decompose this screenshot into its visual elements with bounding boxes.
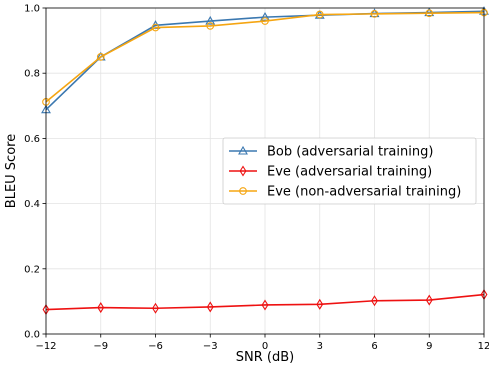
- legend-marker: [239, 187, 247, 195]
- series-3-point: [315, 10, 324, 19]
- series-2-point: [152, 302, 159, 314]
- legend-box: [222, 137, 477, 205]
- x-tick-label: 12: [478, 341, 489, 352]
- axis-ticks: −12 −9 −6 −3 0 3 6 9 12 0.0 0.2 0.4 0.6 0.8 1.0: [24, 4, 489, 353]
- x-tick-label: −6: [148, 341, 163, 352]
- y-tick-label: 0.2: [24, 264, 40, 275]
- series-3-point: [206, 22, 215, 30]
- series-3-point: [96, 53, 105, 61]
- x-tick-label: −9: [93, 341, 108, 352]
- series-3: [42, 8, 488, 106]
- legend-label: Eve (non-adversarial training): [267, 185, 461, 200]
- series-2: [42, 289, 488, 316]
- x-tick-label: 6: [371, 341, 377, 352]
- series-2-point: [97, 302, 105, 314]
- series-2-line: [45, 293, 485, 311]
- series-1-point: [369, 8, 380, 18]
- x-tick-label: 0: [262, 341, 268, 352]
- x-axis-label: SNR (dB): [236, 350, 294, 365]
- y-axis-label: BLEU Score: [4, 134, 19, 208]
- series-1-point: [260, 12, 270, 21]
- legend-label: Eve (adversarial training): [267, 165, 432, 180]
- legend: Bob (adversarial training) Eve (adversari…: [222, 137, 477, 205]
- series-3-line: [45, 11, 485, 103]
- x-tick-label: −12: [35, 341, 56, 352]
- series-2-point: [261, 299, 269, 311]
- legend-entry-3: Eve (non-adversarial training): [229, 185, 461, 200]
- x-tick-label: 3: [317, 341, 323, 352]
- series-3-point: [151, 23, 160, 32]
- y-tick-label: 0.8: [24, 69, 40, 80]
- y-tick-label: 1.0: [24, 4, 40, 15]
- y-tick-label: 0.6: [24, 134, 40, 145]
- legend-entry-2: Eve (adversarial training): [229, 165, 432, 180]
- legend-entry-1: Bob (adversarial training): [229, 145, 433, 160]
- series-3-point: [370, 10, 379, 18]
- x-tick-label: −3: [203, 341, 218, 352]
- series-2-point: [316, 298, 324, 310]
- series-3-point: [261, 17, 269, 25]
- y-tick-label: 0.4: [24, 199, 40, 210]
- series-1-point: [424, 7, 435, 17]
- legend-label: Bob (adversarial training): [267, 145, 433, 160]
- legend-marker: [239, 165, 247, 177]
- series-2-point: [371, 295, 378, 307]
- series-2-point: [206, 301, 214, 313]
- series-1-point: [205, 15, 216, 25]
- legend-marker: [238, 145, 248, 155]
- series-2-point: [425, 294, 433, 306]
- y-tick-label: 0.0: [24, 330, 40, 341]
- x-tick-label: 9: [426, 341, 432, 352]
- series-3-point: [425, 9, 434, 18]
